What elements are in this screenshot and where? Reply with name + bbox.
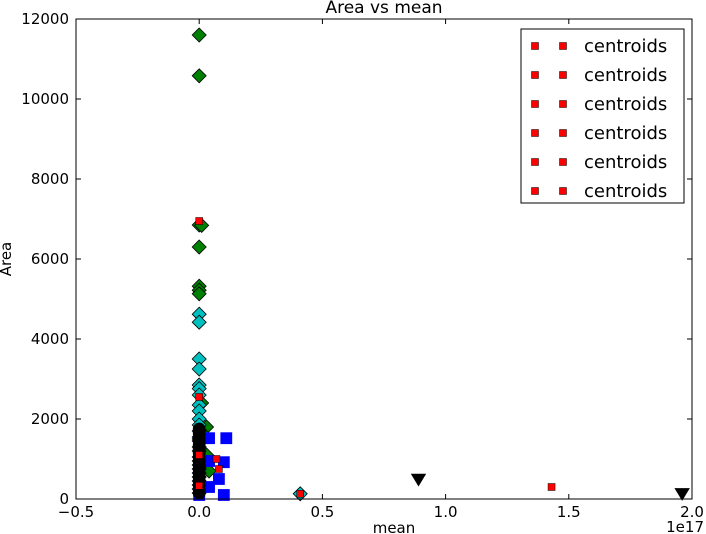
data-point-series-5-5: [195, 482, 203, 490]
data-point-series-0-0: [191, 27, 207, 43]
chart-title: Area vs mean: [325, 0, 442, 18]
data-point-series-5-1: [195, 393, 203, 401]
legend-marker-4-1: [559, 158, 567, 166]
y-tick-label-4: 8000: [31, 170, 69, 188]
data-point-series-5-3: [212, 455, 221, 463]
x-tick-label-1: 0.0: [187, 503, 211, 521]
x-tick-label-2: 0.5: [310, 503, 334, 521]
data-point-series-4-0: [410, 473, 427, 487]
x-tick-label-0: −0.5: [58, 503, 94, 521]
data-point-series-5-4: [215, 465, 223, 473]
x-axis-offset-label: 1e17: [666, 518, 704, 534]
x-tick-label-5: 2.0: [680, 503, 704, 521]
y-tick-label-3: 6000: [31, 250, 69, 268]
legend-marker-0-1: [559, 42, 567, 50]
legend-entry-label-2: centroids: [584, 94, 667, 115]
data-points-layer: [191, 27, 690, 502]
data-point-series-5-2: [195, 451, 203, 459]
data-point-series-2-8: [213, 473, 225, 485]
x-tick-label-4: 1.5: [557, 503, 581, 521]
y-axis-title: Area: [0, 242, 15, 277]
legend-marker-5-0: [531, 187, 539, 195]
data-point-series-2-0: [220, 432, 233, 445]
y-tick-label-5: 10000: [21, 90, 69, 108]
data-point-series-0-1: [191, 68, 207, 84]
y-tick-label-0: 0: [59, 490, 69, 508]
x-tick-label-3: 1.0: [434, 503, 458, 521]
legend-marker-2-1: [559, 100, 567, 108]
legend-marker-1-0: [531, 71, 539, 79]
legend-entry-label-4: centroids: [584, 152, 667, 173]
axis-ticks: [75, 18, 693, 500]
legend-entry-label-0: centroids: [584, 36, 667, 57]
y-tick-label-6: 12000: [21, 10, 69, 28]
legend-entry-label-1: centroids: [584, 65, 667, 86]
legend-marker-1-1: [559, 71, 567, 79]
legend-box: [520, 28, 685, 204]
legend-marker-4-0: [531, 158, 539, 166]
data-point-series-1-1: [191, 314, 207, 330]
legend-marker-0-0: [531, 42, 539, 50]
legend-marker-5-1: [559, 187, 567, 195]
axis-tick-labels: −0.5 0.0 0.5 1.0 1.5 2.0 0 2000 4000 6000 8000 1000…: [21, 10, 704, 521]
legend: centroids centroids centroids centroids cent…: [520, 28, 685, 204]
x-axis-title: mean: [373, 519, 416, 534]
data-point-series-0-4: [191, 239, 207, 255]
data-point-series-5-0: [195, 217, 203, 225]
data-point-series-0-7: [191, 286, 207, 302]
data-point-series-5-6: [296, 490, 304, 498]
legend-entry-label-3: centroids: [584, 123, 667, 144]
legend-marker-3-0: [531, 129, 539, 137]
data-point-series-1-3: [191, 361, 207, 377]
y-tick-label-2: 4000: [31, 330, 69, 348]
data-point-series-5-7: [547, 483, 556, 491]
legend-marker-3-1: [559, 129, 567, 137]
legend-marker-2-0: [531, 100, 539, 108]
y-tick-label-1: 2000: [31, 410, 69, 428]
data-point-series-2-12: [217, 489, 230, 501]
data-point-series-4-1: [674, 488, 690, 501]
legend-entry-label-5: centroids: [584, 181, 667, 202]
